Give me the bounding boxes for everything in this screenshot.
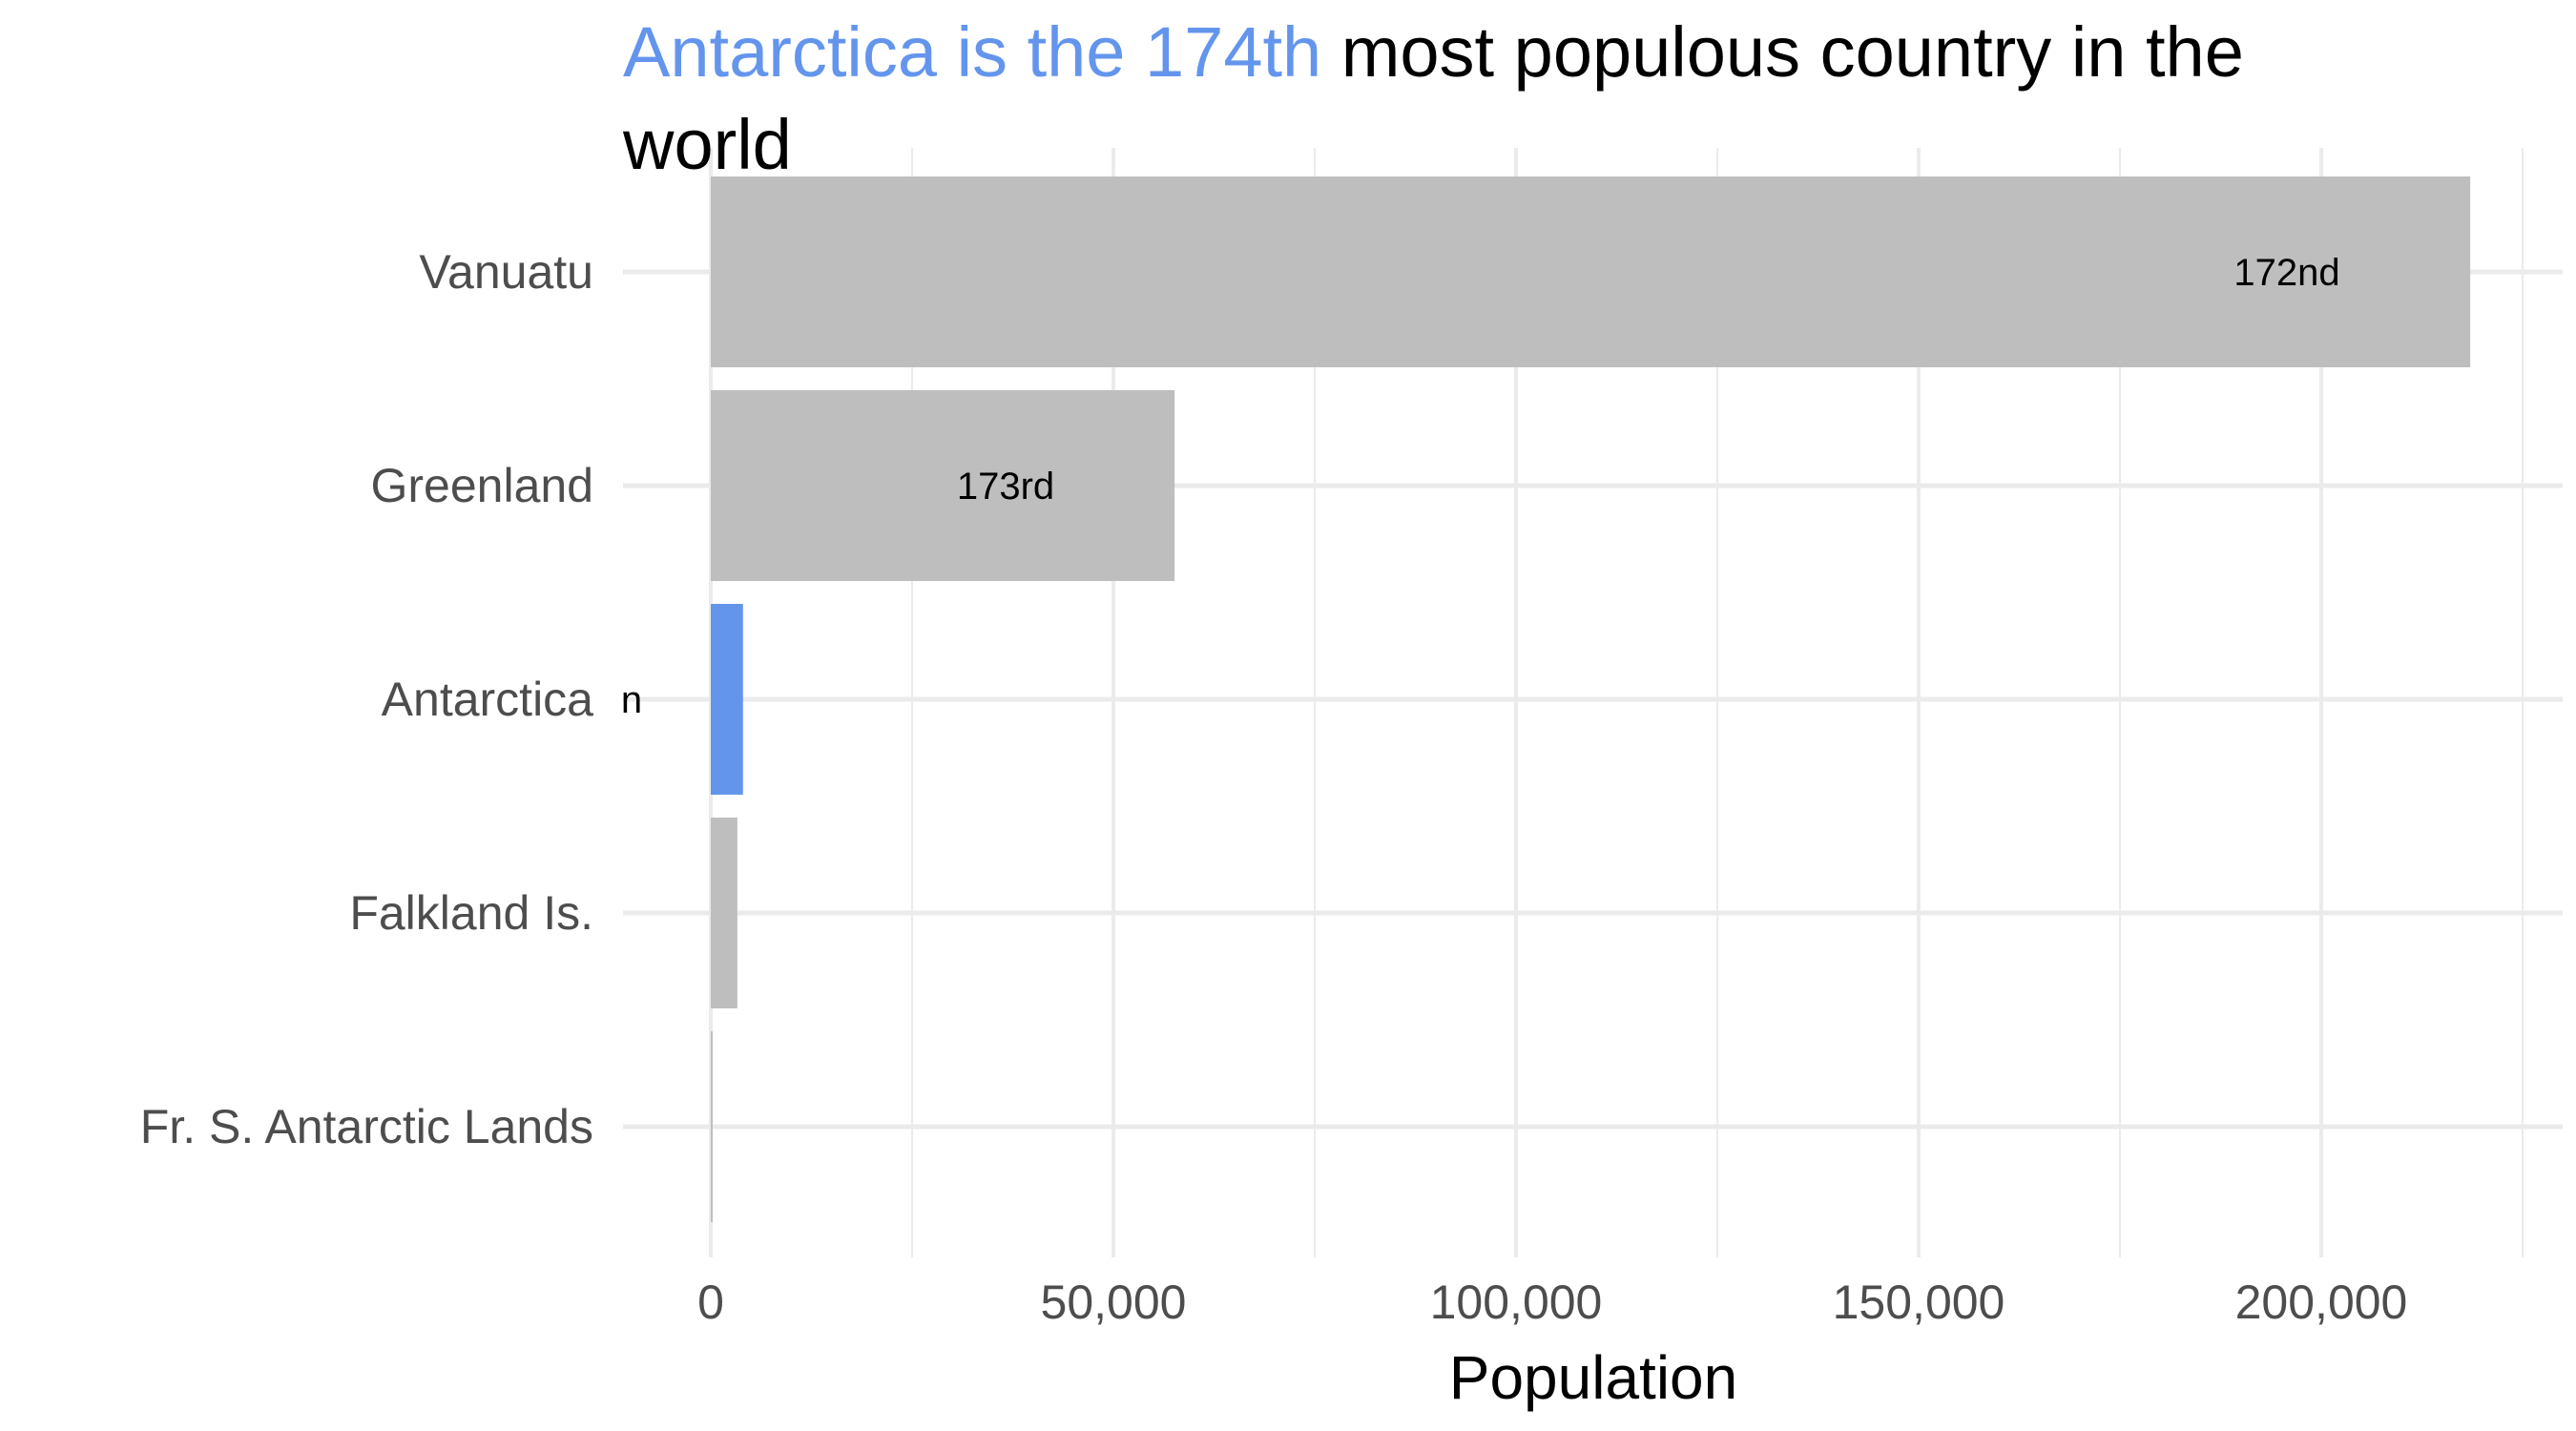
y-axis-tick-labels: Vanuatu Greenland Antarctica Falkland Is. Fr… [140,245,593,1153]
x-tick-label: 50,000 [1041,1275,1187,1329]
data-labels: 172nd 173rd n [621,252,2340,721]
y-tick-label: Vanuatu [419,245,593,299]
chart-title: Antarctica is the 174th most populous co… [623,12,2244,92]
bar-antarctica [711,604,743,795]
bar-vanuatu [711,176,2471,367]
chart-title-highlight: Antarctica is the 174th [623,12,1321,92]
x-tick-label: 200,000 [2235,1275,2408,1329]
bar-falkland-is [711,818,737,1008]
bars [711,176,2471,1222]
y-tick-label: Antarctica [382,673,594,726]
rank-label: 173rd [957,466,1054,508]
bar-greenland [711,390,1175,581]
chart-title-line2: world [622,105,792,184]
y-tick-label: Falkland Is. [349,886,593,940]
rank-label: 172nd [2233,252,2339,294]
y-tick-label: Fr. S. Antarctic Lands [140,1100,593,1153]
x-axis-tick-labels: 0 50,000 100,000 150,000 200,000 [697,1275,2407,1329]
y-tick-label: Greenland [371,459,594,512]
x-axis-title: Population [1449,1343,1737,1412]
chart-title-rest: most populous country in the [1321,12,2244,92]
rank-label: n [621,679,642,721]
x-tick-label: 100,000 [1430,1275,1603,1329]
x-tick-label: 0 [697,1275,724,1329]
x-tick-label: 150,000 [1833,1275,2005,1329]
bar-fr-s-antarctic-lands [711,1031,713,1222]
